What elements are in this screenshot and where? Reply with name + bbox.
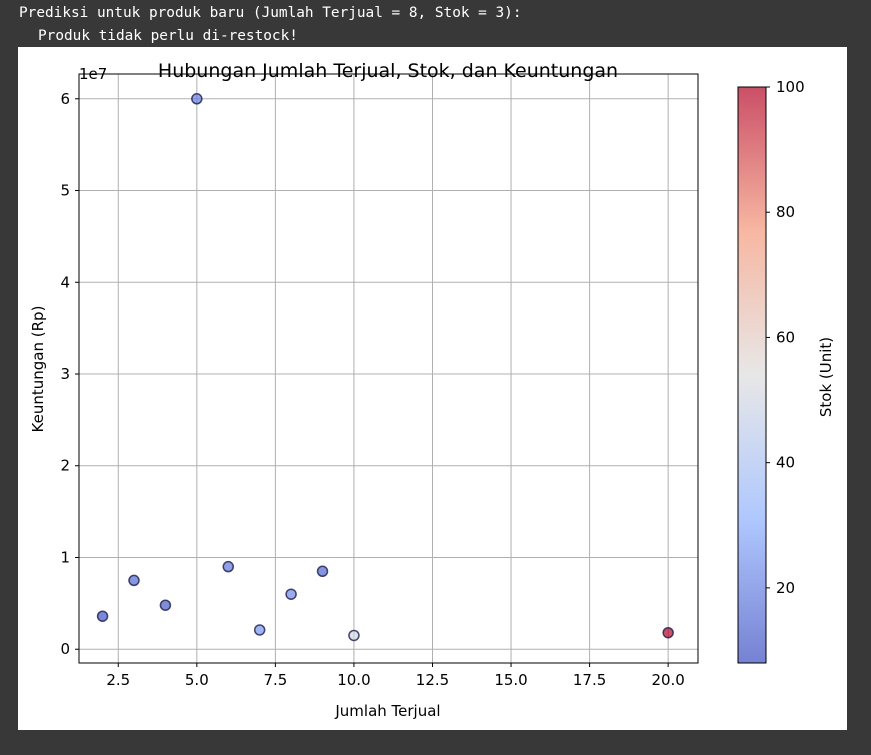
scatter-point (96, 610, 109, 622)
scatter-point (222, 560, 235, 573)
chart-title: Hubungan Jumlah Terjual, Stok, dan Keunt… (158, 60, 618, 82)
x-axis-ticks: 2.5 5.0 7.5 10.0 12.5 15.0 17.5 20.0 (106, 663, 685, 689)
scatter-points (96, 93, 674, 642)
x-tick-label: 17.5 (573, 671, 606, 689)
x-tick-label: 10.0 (337, 671, 370, 689)
colorbar-frame (737, 86, 767, 664)
y-tick-label: 6 (60, 90, 70, 108)
scatter-point (285, 588, 297, 600)
y-axis-label: Keuntungan (Rp) (29, 306, 47, 433)
scatter-point (348, 629, 360, 642)
y-axis-offset-label: 1e7 (79, 65, 107, 83)
colorbar-tick-label: 40 (776, 454, 795, 472)
y-tick-label: 3 (60, 365, 70, 383)
x-tick-label: 5.0 (185, 671, 209, 689)
scatter-point (128, 574, 140, 587)
x-axis-label: Jumlah Terjual (334, 702, 440, 720)
y-tick-label: 0 (60, 640, 70, 658)
colorbar-tick-label: 20 (776, 579, 795, 597)
scatter-point (316, 565, 329, 578)
console-output: Prediksi untuk produk baru (Jumlah Terju… (0, 0, 871, 48)
x-tick-label: 7.5 (263, 671, 287, 689)
grid-lines (79, 74, 698, 663)
y-tick-label: 4 (60, 273, 70, 291)
colorbar-tick-label: 100 (776, 78, 805, 96)
y-tick-label: 2 (60, 457, 70, 475)
scatter-point (159, 599, 172, 611)
colorbar-tick-label: 60 (776, 328, 795, 346)
colorbar (738, 87, 766, 663)
colorbar-tick-label: 80 (776, 203, 795, 221)
scatter-point (191, 93, 203, 105)
scatter-point (253, 624, 266, 636)
colorbar-label: Stok (Unit) (817, 337, 835, 417)
y-tick-label: 5 (60, 182, 70, 200)
x-tick-label: 15.0 (494, 671, 527, 689)
colorbar-ticks: 20 40 60 80 100 (766, 78, 805, 597)
x-tick-label: 20.0 (651, 671, 684, 689)
plot-area-frame (78, 73, 699, 664)
scatter-chart: 2.5 5.0 7.5 10.0 12.5 15.0 17.5 20.0 0 1 2 3 4 5 6 Hu… (29, 60, 835, 720)
x-tick-label: 2.5 (106, 671, 130, 689)
y-axis-ticks: 0 1 2 3 4 5 6 (60, 90, 79, 658)
x-tick-label: 12.5 (416, 671, 449, 689)
scatter-point (662, 626, 674, 639)
console-line-restock-result: Produk tidak perlu di-restock! (38, 28, 298, 44)
y-tick-label: 1 (60, 548, 70, 566)
console-line-prediction: Prediksi untuk produk baru (Jumlah Terju… (19, 5, 522, 21)
chart-figure: 2.5 5.0 7.5 10.0 12.5 15.0 17.5 20.0 0 1 2 3 4 5 6 Hu… (18, 47, 847, 730)
